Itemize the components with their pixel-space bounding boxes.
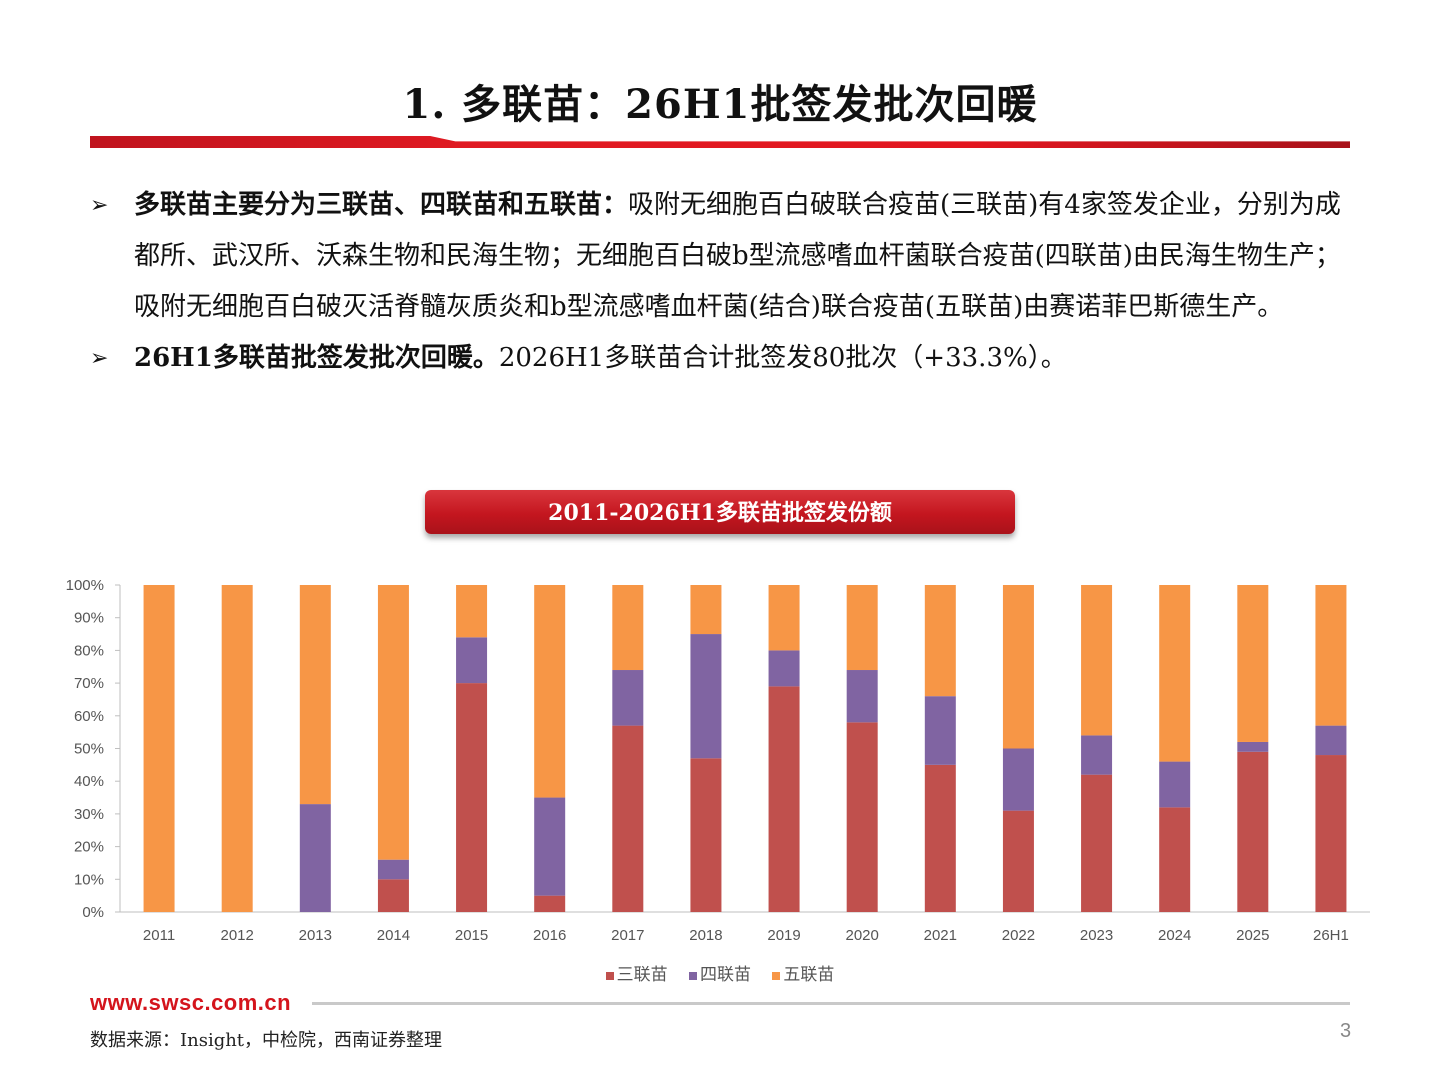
y-tick-label: 50% <box>74 741 104 758</box>
x-tick-label: 2015 <box>455 927 488 944</box>
bar-segment-三联苗 <box>612 725 644 912</box>
y-tick-label: 80% <box>74 642 104 659</box>
legend-item-0: 三联苗 <box>605 960 668 985</box>
y-tick-label: 40% <box>74 773 104 790</box>
bar-segment-三联苗 <box>534 895 566 912</box>
legend-swatch <box>689 971 697 980</box>
x-tick-label: 2020 <box>846 927 879 944</box>
bullet-text: 吸附无细胞百白破联合疫苗(三联苗)有4家签发企业，分别为成都所、武汉所、沃森生物… <box>134 190 1341 322</box>
stacked-bar-chart: 0% 10% 20% 30% 40% 50% 60% 70% 80% 90% 100% 2011 201… <box>66 577 1370 944</box>
legend-item-2: 五联苗 <box>772 960 834 985</box>
bar-segment-三联苗 <box>924 764 956 912</box>
bar-segment-四联苗 <box>1002 748 1034 811</box>
arrow-icon: ➢ <box>90 346 109 371</box>
x-tick-label: 2017 <box>611 927 644 944</box>
legend-swatch <box>605 971 614 980</box>
x-tick-label: 2019 <box>767 927 800 944</box>
bar-segment-五联苗 <box>846 585 878 671</box>
bar-segment-四联苗 <box>456 637 488 684</box>
bar-segment-五联苗 <box>1315 585 1347 726</box>
bar-segment-五联苗 <box>1002 585 1034 749</box>
bar-segment-三联苗 <box>1002 810 1034 912</box>
bar-segment-五联苗 <box>768 585 800 651</box>
arrow-icon: ➢ <box>90 193 109 218</box>
y-tick-label: 60% <box>74 708 104 725</box>
bullet-item-1: ➢ 多联苗主要分为三联苗、四联苗和五联苗：吸附无细胞百白破联合疫苗(三联苗)有4… <box>90 180 1355 333</box>
bar-segment-三联苗 <box>456 683 488 912</box>
x-tick-label: 2011 <box>143 927 175 944</box>
bullet-text: 2026H1多联苗合计批签发80批次（+33.3%）。 <box>498 343 1067 373</box>
bar-segment-五联苗 <box>690 585 722 635</box>
bar-segment-四联苗 <box>534 797 566 896</box>
footer-url: www.swsc.com.cn <box>90 990 292 1015</box>
x-tick-label: 2016 <box>533 927 566 944</box>
y-tick-label: 20% <box>74 839 104 856</box>
bar-segment-三联苗 <box>1315 755 1347 912</box>
bar-segment-五联苗 <box>1237 585 1269 742</box>
bar-segment-三联苗 <box>1081 774 1113 912</box>
x-tick-label: 2022 <box>1002 927 1035 944</box>
x-tick-label: 2023 <box>1080 927 1113 944</box>
bar-segment-五联苗 <box>221 585 253 912</box>
data-source: 数据来源：Insight，中检院，西南证券整理 <box>90 1030 443 1051</box>
bar-segment-五联苗 <box>924 585 956 697</box>
legend-item-1: 四联苗 <box>689 960 751 985</box>
title-underline-bar <box>90 136 1350 148</box>
y-tick-label: 70% <box>74 675 104 692</box>
bar-segment-五联苗 <box>377 585 409 860</box>
bar-segment-五联苗 <box>299 585 331 805</box>
bar-segment-五联苗 <box>1159 585 1191 762</box>
bar-segment-四联苗 <box>768 650 800 687</box>
bar-segment-五联苗 <box>1081 585 1113 736</box>
x-tick-label: 2021 <box>924 927 957 944</box>
bullet-heading: 26H1多联苗批签发批次回暖。 <box>134 343 499 373</box>
bar-segment-三联苗 <box>1159 807 1191 912</box>
y-tick-label: 0% <box>82 904 104 921</box>
footer-divider <box>312 1002 1350 1005</box>
bar-segment-四联苗 <box>1237 741 1269 752</box>
bar-segment-三联苗 <box>377 879 409 912</box>
bar-segment-五联苗 <box>456 585 488 638</box>
bar-segment-四联苗 <box>924 696 956 765</box>
y-tick-label: 30% <box>74 806 104 823</box>
chart-title: 2011-2026H1多联苗批签发份额 <box>425 490 1015 534</box>
bullet-list: ➢ 多联苗主要分为三联苗、四联苗和五联苗：吸附无细胞百白破联合疫苗(三联苗)有4… <box>90 180 1355 384</box>
x-tick-label: 2024 <box>1158 927 1191 944</box>
bar-segment-三联苗 <box>1237 751 1269 912</box>
y-tick-label: 10% <box>74 871 104 888</box>
bullet-item-2: ➢ 26H1多联苗批签发批次回暖。2026H1多联苗合计批签发80批次（+33.… <box>90 333 1355 384</box>
bar-segment-四联苗 <box>1159 761 1191 808</box>
bar-segment-五联苗 <box>534 585 566 798</box>
x-tick-label: 2018 <box>689 927 722 944</box>
x-tick-label: 2014 <box>377 927 410 944</box>
y-tick-label: 100% <box>66 577 104 594</box>
page-title: 1. 多联苗：26H1批签发批次回暖 <box>402 81 1038 128</box>
bar-segment-四联苗 <box>299 804 331 912</box>
x-tick-label: 2025 <box>1236 927 1269 944</box>
bullet-heading: 多联苗主要分为三联苗、四联苗和五联苗： <box>134 190 629 220</box>
legend-label: 三联苗 <box>616 965 668 985</box>
bar-segment-三联苗 <box>768 686 800 912</box>
bar-segment-四联苗 <box>612 670 644 726</box>
bar-segment-五联苗 <box>612 585 644 671</box>
bar-segment-五联苗 <box>143 585 175 912</box>
legend-label: 四联苗 <box>700 965 751 985</box>
x-tick-label: 2012 <box>221 927 254 944</box>
x-tick-label: 2013 <box>299 927 332 944</box>
page-number: 3 <box>1340 1020 1352 1042</box>
legend-label: 五联苗 <box>783 965 835 985</box>
bar-segment-四联苗 <box>690 634 722 759</box>
bar-segment-四联苗 <box>846 670 878 723</box>
chart-legend: 三联苗 四联苗 五联苗 <box>0 960 1440 985</box>
bar-segment-四联苗 <box>1315 725 1347 756</box>
bar-segment-三联苗 <box>846 722 878 912</box>
bar-segment-三联苗 <box>690 758 722 912</box>
legend-swatch <box>772 971 781 980</box>
bar-segment-四联苗 <box>377 859 409 880</box>
bar-segment-四联苗 <box>1081 735 1113 775</box>
y-tick-label: 90% <box>74 610 104 627</box>
x-tick-label: 26H1 <box>1313 927 1349 944</box>
